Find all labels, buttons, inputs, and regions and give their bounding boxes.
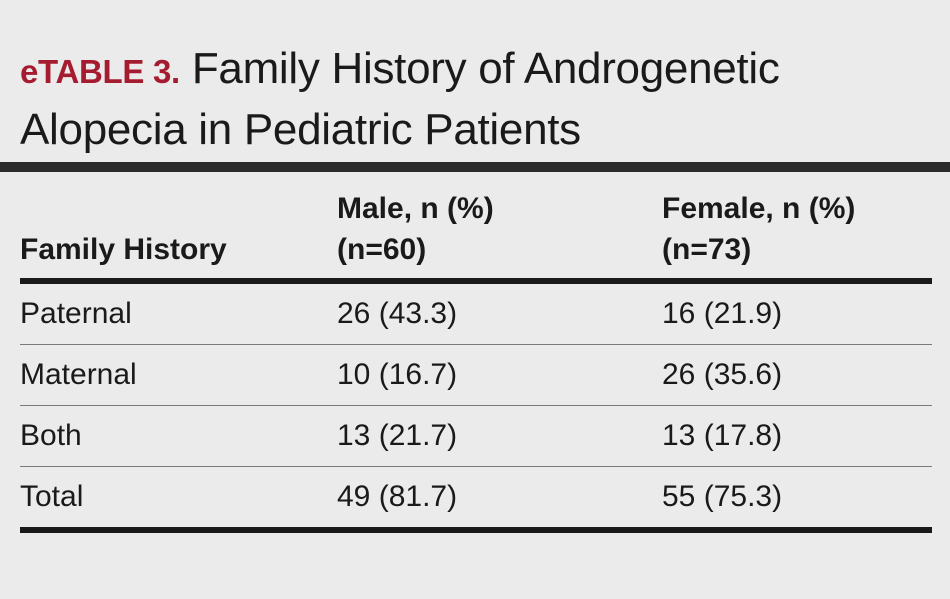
male-value: 26 (43.3) xyxy=(337,297,458,330)
header-female: Female, n (%) (n=73) xyxy=(662,188,855,270)
header-female-label: Female, n (%) xyxy=(662,192,856,225)
male-value: 10 (16.7) xyxy=(337,358,458,391)
male-value: 13 (21.7) xyxy=(337,419,458,452)
table-title: eTABLE 3. Family History of Androgenetic… xyxy=(20,40,930,159)
table-title-text: Family History of Androgenetic Alopecia … xyxy=(20,44,780,154)
header-male-label: Male, n (%) xyxy=(337,192,494,225)
family-history-table: Family History Male, n (%) (n=60) Female… xyxy=(20,172,932,533)
female-value: 13 (17.8) xyxy=(662,419,783,452)
male-value: 49 (81.7) xyxy=(337,480,458,513)
header-family-history: Family History xyxy=(20,229,227,270)
row-label: Maternal xyxy=(20,358,137,391)
female-value: 16 (21.9) xyxy=(662,297,783,330)
header-female-count: (n=73) xyxy=(662,233,752,266)
table-row-total: Total 49 (81.7) 55 (75.3) xyxy=(20,467,932,533)
top-rule xyxy=(0,162,950,172)
table-header-row: Family History Male, n (%) (n=60) Female… xyxy=(20,172,932,284)
row-label: Both xyxy=(20,419,82,452)
table-row-maternal: Maternal 10 (16.7) 26 (35.6) xyxy=(20,345,932,406)
header-family-history-label: Family History xyxy=(20,233,227,266)
table-row-both: Both 13 (21.7) 13 (17.8) xyxy=(20,406,932,467)
header-male-count: (n=60) xyxy=(337,233,427,266)
row-label: Paternal xyxy=(20,297,132,330)
row-label: Total xyxy=(20,480,84,513)
female-value: 26 (35.6) xyxy=(662,358,783,391)
header-male: Male, n (%) (n=60) xyxy=(337,188,494,270)
table-row-paternal: Paternal 26 (43.3) 16 (21.9) xyxy=(20,284,932,345)
table-label: eTABLE 3. xyxy=(20,53,180,90)
female-value: 55 (75.3) xyxy=(662,480,783,513)
